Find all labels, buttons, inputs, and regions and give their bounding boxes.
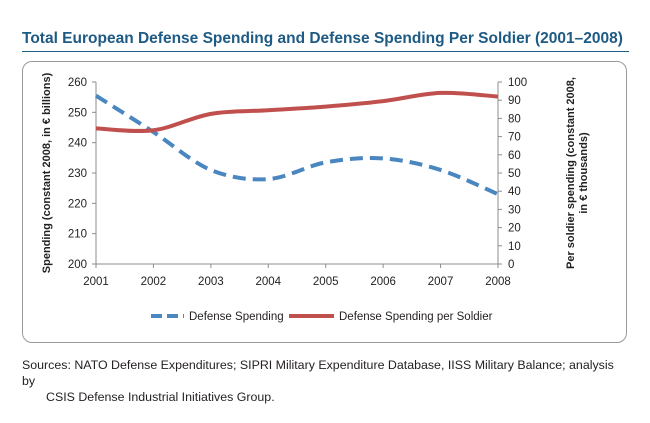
y-right-tick-label: 90 — [508, 95, 521, 107]
y-right-tick-label: 30 — [508, 204, 521, 216]
y-left-tick-label: 260 — [68, 77, 87, 89]
y-left-tick-label: 210 — [68, 229, 87, 241]
series-line-defense-spending-per-soldier — [95, 90, 499, 134]
sources-line-2: CSIS Defense Industrial Initiatives Grou… — [46, 390, 275, 404]
x-tick-label: 2002 — [141, 276, 167, 288]
x-tick-label: 2008 — [485, 276, 511, 288]
y-right-tick-label: 40 — [508, 186, 521, 198]
y-left-tick-label: 230 — [68, 168, 87, 180]
sources-note: Sources: NATO Defense Expenditures; SIPR… — [22, 357, 628, 405]
x-tick-label: 2006 — [370, 276, 396, 288]
x-tick-label: 2004 — [255, 276, 281, 288]
y-right-tick-label: 70 — [508, 132, 521, 144]
x-tick-label: 2007 — [428, 276, 454, 288]
x-tick-label: 2003 — [198, 276, 224, 288]
y-right-axis-label-line-1: Per soldier spending (constant 2008, — [565, 77, 577, 269]
legend: Defense Spending Defense Spending per Sol… — [151, 311, 493, 323]
y-left-tick-label: 250 — [68, 107, 87, 119]
series-layer — [94, 90, 499, 197]
y-left-tick-label: 240 — [68, 138, 87, 150]
y-right-tick-label: 60 — [508, 150, 521, 162]
sources-line-1: Sources: NATO Defense Expenditures; SIPR… — [22, 358, 614, 388]
y-right-tick-label: 20 — [508, 223, 521, 235]
x-tick-label: 2005 — [313, 276, 339, 288]
title-underline — [22, 51, 629, 52]
y-right-tick-label: 10 — [508, 241, 521, 253]
ticks-layer: 200 210 220 230 240 250 260 0 10 20 30 40 50 60 70 80 90… — [41, 72, 590, 288]
y-right-axis-label-line-2: in € thousands) — [578, 132, 590, 214]
chart-svg: 200 210 220 230 240 250 260 0 10 20 30 40 50 60 70 80 90… — [41, 72, 590, 323]
y-right-tick-label: 100 — [508, 77, 527, 89]
chart-frame — [22, 61, 627, 343]
y-right-tick-label: 50 — [508, 168, 521, 180]
y-right-tick-label: 80 — [508, 113, 521, 125]
y-left-tick-label: 200 — [68, 259, 87, 271]
legend-label-defense-spending: Defense Spending — [189, 311, 284, 323]
y-left-axis-label: Spending (constant 2008, in € billions) — [41, 72, 53, 273]
y-right-tick-label: 0 — [508, 259, 514, 271]
legend-label-defense-spending-per-soldier: Defense Spending per Soldier — [339, 311, 493, 323]
y-left-tick-label: 220 — [68, 198, 87, 210]
chart-title: Total European Defense Spending and Defe… — [22, 30, 623, 47]
x-tick-label: 2001 — [83, 276, 109, 288]
